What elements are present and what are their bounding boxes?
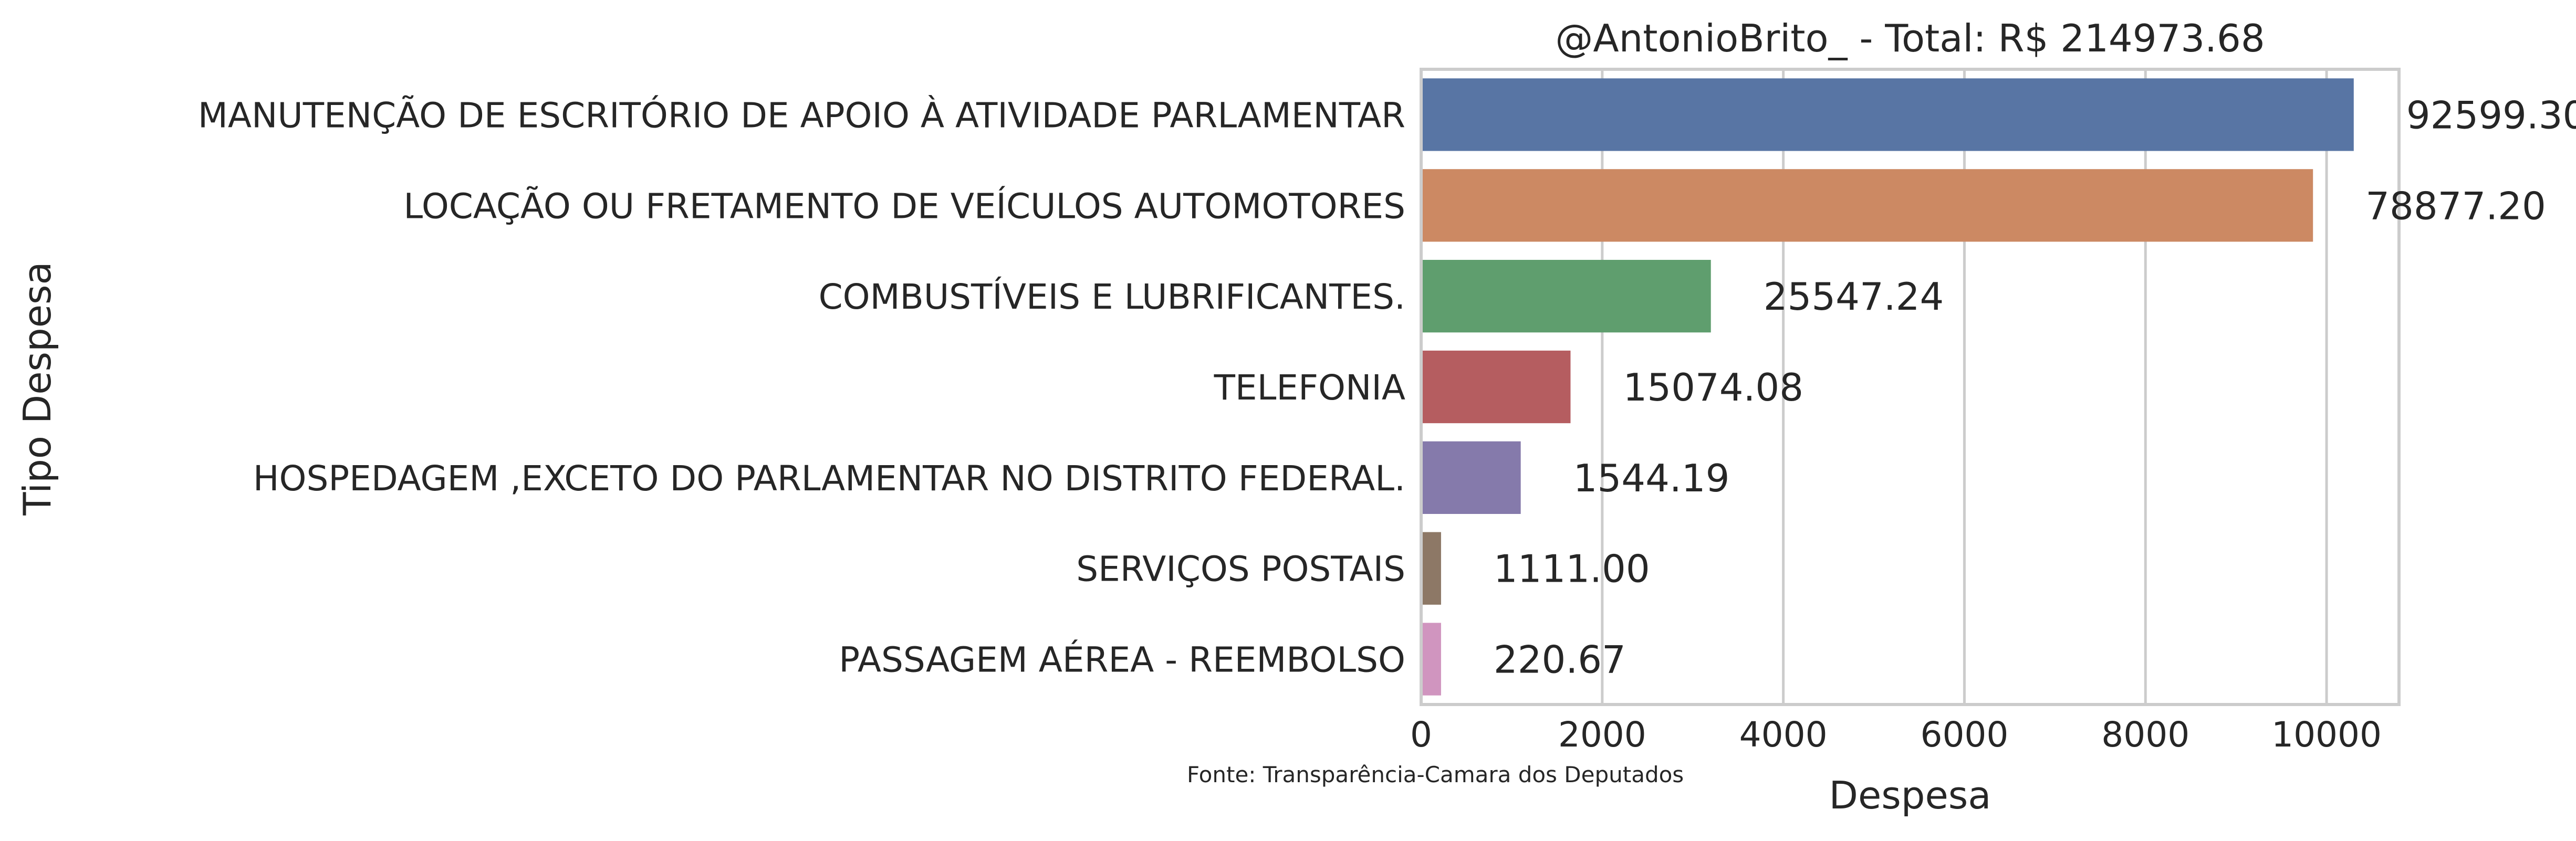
x-tick-label: 4000 <box>1739 714 1828 755</box>
bar <box>1421 623 1441 696</box>
bar <box>1421 78 2354 151</box>
category-label: COMBUSTÍVEIS E LUBRIFICANTES. <box>819 276 1405 317</box>
bar <box>1421 532 1441 605</box>
data-label: 78877.20 <box>2365 184 2546 228</box>
x-axis-label: Despesa <box>1829 773 1991 817</box>
bar <box>1421 441 1521 514</box>
data-label: 1544.19 <box>1573 456 1730 500</box>
data-label: 15074.08 <box>1623 365 1803 409</box>
data-label: 1111.00 <box>1494 547 1650 591</box>
data-label: 25547.24 <box>1764 275 1944 319</box>
category-label: PASSAGEM AÉREA - REEMBOLSO <box>839 639 1405 680</box>
x-tick-label: 8000 <box>2101 714 2189 755</box>
x-tick-label: 6000 <box>1920 714 2008 755</box>
labels: 0 2000 4000 6000 8000 10000 MANUTENÇÃO DE ESCR… <box>198 93 2576 755</box>
bars <box>1421 78 2354 696</box>
data-label: 220.67 <box>1494 638 1626 682</box>
category-label: SERVIÇOS POSTAIS <box>1076 549 1405 590</box>
bar <box>1421 350 1571 424</box>
x-tick-label: 2000 <box>1558 714 1646 755</box>
bar <box>1421 169 2313 242</box>
y-axis-label: Tipo Despesa <box>15 261 59 516</box>
category-label: HOSPEDAGEM ,EXCETO DO PARLAMENTAR NO DIS… <box>253 458 1405 499</box>
category-label: MANUTENÇÃO DE ESCRITÓRIO DE APOIO À ATIV… <box>198 95 1405 135</box>
chart-title: @AntonioBrito_ - Total: R$ 214973.68 <box>1555 16 2265 60</box>
plot-frame <box>1420 68 2401 706</box>
data-label: 92599.30 <box>2406 93 2576 137</box>
category-label: TELEFONIA <box>1214 367 1405 408</box>
bar <box>1421 260 1711 333</box>
category-label: LOCAÇÃO OU FRETAMENTO DE VEÍCULOS AUTOMO… <box>403 185 1405 226</box>
x-tick-label: 10000 <box>2271 714 2382 755</box>
source-note: Fonte: Transparência-Camara dos Deputado… <box>1187 762 1684 787</box>
x-tick-label: 0 <box>1410 714 1432 755</box>
